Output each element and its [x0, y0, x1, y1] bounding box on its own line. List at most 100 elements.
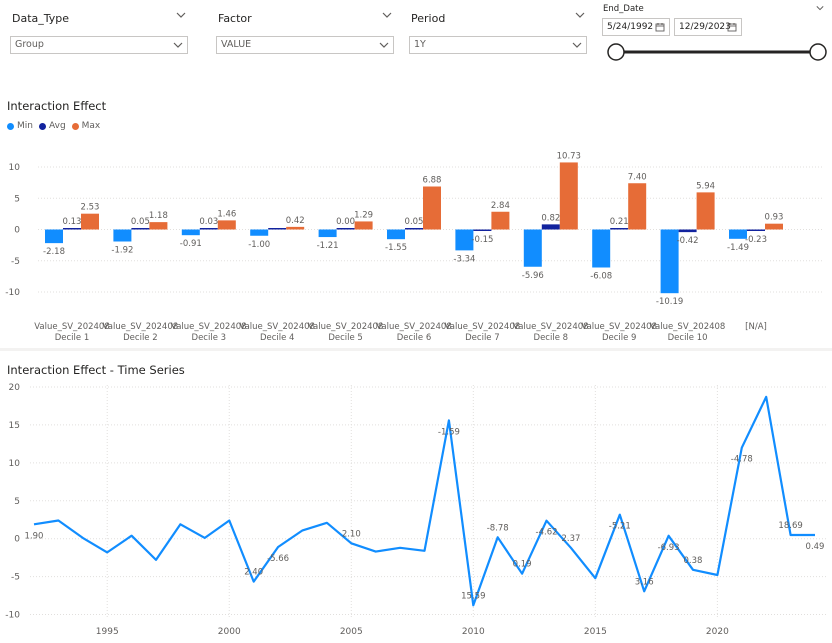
series-line [33, 395, 815, 607]
y-tick-label: -10 [5, 611, 20, 621]
data-label: -1.21 [317, 241, 339, 251]
legend-dot-avg [38, 122, 46, 130]
x-tick-label: Value_SV_202408 [513, 322, 589, 332]
slider-end-handle[interactable] [809, 43, 827, 61]
x-tick-label: [N/A] [745, 322, 767, 332]
data-label: 2.53 [81, 203, 100, 213]
bar-avg [678, 229, 697, 233]
bar-max [149, 222, 168, 230]
y-tick-label: 10 [9, 459, 21, 469]
data-label: 0.49 [806, 542, 825, 552]
data-label: 0.82 [541, 213, 560, 223]
factor-dropdown[interactable]: VALUE [216, 36, 394, 54]
data-label: 2.40 [244, 568, 263, 578]
bar-max [217, 220, 236, 230]
legend-item-avg[interactable]: Avg [38, 121, 66, 131]
chevron-down-icon [572, 42, 582, 48]
data-label: 7.40 [628, 172, 647, 182]
period-dropdown[interactable]: 1Y [409, 36, 587, 54]
x-tick-label: Value_SV_202408 [171, 322, 247, 332]
x-tick-label: Decile 7 [465, 333, 500, 343]
period-title: Period [411, 12, 446, 25]
x-tick-label: 2000 [218, 627, 241, 637]
data-label: -0.23 [745, 235, 767, 245]
x-tick-label: Value_SV_202408 [376, 322, 452, 332]
data-label: 5.94 [696, 181, 715, 191]
data-label: 1.18 [149, 211, 168, 221]
chevron-down-icon[interactable] [575, 10, 585, 20]
data-label: 2.10 [342, 529, 361, 539]
bar-max [286, 226, 305, 230]
y-tick-label: 10 [9, 163, 21, 173]
data-label: -0.15 [471, 235, 493, 245]
x-tick-label: Value_SV_202408 [581, 322, 657, 332]
bar-max [628, 183, 647, 230]
bar-avg [405, 228, 423, 230]
x-tick-label: Decile 5 [328, 333, 363, 343]
y-tick-label: -5 [11, 573, 20, 583]
bar-avg [199, 228, 218, 230]
data-label: -5.66 [267, 554, 289, 564]
calendar-icon[interactable] [655, 22, 665, 32]
data-label: -1.00 [248, 240, 270, 250]
x-tick-label: Value_SV_202408 [34, 322, 110, 332]
y-tick-label: 0 [14, 535, 20, 545]
bar-max [81, 213, 99, 230]
chevron-down-icon[interactable] [382, 10, 392, 20]
data-label: 2.37 [561, 534, 580, 544]
data-label: -3.34 [453, 254, 475, 264]
data-label: -6.93 [658, 543, 680, 553]
x-tick-label: Decile 4 [260, 333, 295, 343]
calendar-icon[interactable] [727, 22, 737, 32]
bar-avg [336, 228, 355, 230]
data-type-slicer: Data_Type Group [10, 6, 188, 56]
y-tick-label: 15 [9, 421, 20, 431]
slider-start-handle[interactable] [607, 43, 625, 61]
data-label: 0.38 [684, 556, 703, 566]
x-tick-label: Value_SV_202408 [650, 322, 726, 332]
bar-chart-title: Interaction Effect [7, 99, 107, 113]
data-label: -4.62 [536, 528, 558, 538]
data-label: 1.46 [217, 209, 236, 219]
data-label: -1.59 [438, 427, 460, 437]
bar-avg [268, 228, 287, 230]
chevron-down-icon [379, 42, 389, 48]
legend-dot-min [7, 122, 14, 130]
legend-item-max[interactable]: Max [71, 121, 101, 131]
data-label: 0.13 [63, 217, 82, 227]
bar-max [354, 221, 373, 230]
end-date-value: 12/29/2023 [679, 22, 731, 32]
data-label: 0.05 [131, 217, 150, 227]
chevron-down-icon[interactable] [816, 4, 824, 12]
x-tick-label: Value_SV_202408 [308, 322, 384, 332]
end-date-input[interactable]: 12/29/2023 [674, 18, 742, 36]
x-tick-label: Decile 2 [123, 333, 158, 343]
bar-max [423, 186, 441, 230]
legend-item-min[interactable]: Min [7, 121, 33, 131]
bar-max [765, 223, 783, 230]
data-label: -1.55 [385, 243, 407, 253]
data-label: 18.69 [778, 521, 802, 531]
x-tick-label: 2010 [462, 627, 485, 637]
chevron-down-icon[interactable] [176, 10, 186, 20]
y-tick-label: 5 [14, 497, 20, 507]
y-tick-label: -5 [11, 257, 20, 267]
factor-slicer: Factor VALUE [216, 6, 394, 56]
x-tick-label: Decile 9 [602, 333, 637, 343]
end-date-title: End_Date [603, 4, 644, 14]
y-tick-label: -10 [5, 288, 20, 298]
x-tick-label: Decile 3 [192, 333, 227, 343]
date-range-slider[interactable] [600, 40, 828, 64]
end-date-slicer: End_Date 5/24/1992 12/29/2023 [600, 0, 828, 70]
start-date-input[interactable]: 5/24/1992 [602, 18, 670, 36]
legend-label-avg: Avg [48, 121, 66, 131]
x-tick-label: Decile 6 [397, 333, 432, 343]
bar-avg [131, 228, 150, 230]
data-type-dropdown[interactable]: Group [10, 36, 188, 54]
data-label: -1.92 [111, 246, 133, 256]
legend-label-max: Max [81, 121, 101, 131]
x-tick-label: Decile 10 [668, 333, 708, 343]
data-label: 0.03 [199, 217, 218, 227]
x-tick-label: Decile 8 [534, 333, 569, 343]
data-label: 0.05 [405, 217, 424, 227]
